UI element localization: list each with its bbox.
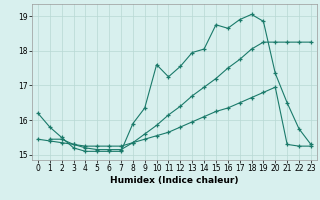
X-axis label: Humidex (Indice chaleur): Humidex (Indice chaleur)	[110, 176, 239, 185]
